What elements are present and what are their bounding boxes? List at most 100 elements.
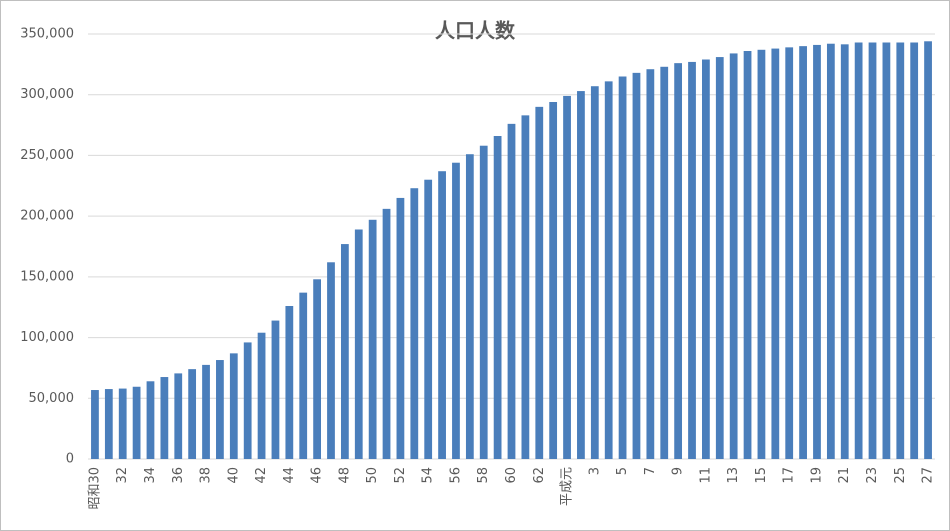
bar bbox=[813, 44, 821, 460]
x-tick-label: 27 bbox=[921, 467, 936, 484]
bar bbox=[757, 49, 766, 460]
bar bbox=[104, 389, 113, 459]
bar bbox=[535, 106, 544, 459]
x-tick-label: 15 bbox=[754, 467, 769, 484]
x-tick-label: 9 bbox=[671, 467, 686, 475]
bar bbox=[604, 81, 613, 459]
y-tick-label: 150,000 bbox=[20, 269, 74, 284]
bar bbox=[229, 353, 238, 459]
bar bbox=[549, 102, 558, 459]
bar bbox=[174, 373, 183, 459]
bar bbox=[340, 244, 349, 459]
bar bbox=[771, 48, 780, 459]
bar bbox=[132, 386, 141, 459]
bar bbox=[618, 76, 627, 459]
bar bbox=[826, 43, 835, 459]
x-tick-label: 25 bbox=[893, 467, 908, 484]
y-tick-label: 250,000 bbox=[20, 148, 74, 163]
x-tick-label: 13 bbox=[726, 467, 741, 484]
bar bbox=[715, 57, 724, 459]
x-tick-label: 23 bbox=[865, 467, 880, 484]
bar bbox=[743, 51, 752, 459]
x-tick-label: 11 bbox=[698, 467, 713, 484]
bar bbox=[868, 42, 877, 459]
y-tick-label: 300,000 bbox=[20, 87, 74, 102]
bar bbox=[646, 69, 655, 459]
bar bbox=[563, 95, 571, 459]
bar bbox=[257, 332, 266, 459]
bar bbox=[327, 262, 335, 459]
x-tick-label: 38 bbox=[199, 467, 214, 484]
bar bbox=[507, 123, 516, 459]
bar bbox=[729, 53, 738, 460]
x-tick-label: 3 bbox=[587, 467, 602, 475]
bar bbox=[924, 41, 932, 460]
x-tick-label: 56 bbox=[448, 467, 463, 484]
bar bbox=[702, 59, 710, 459]
bar bbox=[799, 46, 807, 460]
bar bbox=[896, 42, 905, 459]
x-tick-label: 7 bbox=[643, 467, 658, 475]
y-tick-label: 350,000 bbox=[20, 27, 74, 42]
bar bbox=[146, 381, 155, 459]
x-tick-label: 昭和30 bbox=[87, 467, 102, 510]
x-tick-label: 21 bbox=[837, 467, 852, 484]
x-tick-label: 平成元 bbox=[560, 467, 575, 506]
x-tick-label: 32 bbox=[115, 467, 130, 484]
bar bbox=[452, 162, 460, 459]
chart-title: 人口人数 bbox=[435, 19, 516, 43]
bar bbox=[299, 292, 308, 459]
x-tick-label: 36 bbox=[171, 467, 186, 484]
bar bbox=[632, 72, 641, 459]
bar bbox=[91, 390, 99, 459]
bar bbox=[577, 91, 585, 460]
x-tick-label: 19 bbox=[809, 467, 824, 484]
bar bbox=[285, 306, 294, 459]
y-tick-label: 200,000 bbox=[20, 209, 74, 224]
bar bbox=[840, 44, 849, 459]
x-tick-label: 46 bbox=[310, 467, 325, 484]
bar bbox=[188, 369, 197, 459]
bar bbox=[202, 364, 210, 459]
bar bbox=[854, 42, 863, 459]
bar bbox=[410, 188, 419, 459]
bar bbox=[243, 342, 252, 459]
y-tick-label: 0 bbox=[66, 452, 74, 467]
bar bbox=[216, 360, 224, 459]
bar bbox=[910, 42, 919, 459]
x-tick-label: 34 bbox=[143, 467, 158, 484]
bar bbox=[660, 66, 669, 460]
x-tick-label: 60 bbox=[504, 467, 519, 484]
bar bbox=[313, 279, 321, 459]
x-tick-label: 5 bbox=[615, 467, 630, 475]
bar bbox=[424, 179, 433, 459]
bar bbox=[479, 145, 488, 459]
bar bbox=[465, 154, 474, 459]
bar bbox=[882, 42, 891, 459]
bar bbox=[160, 377, 169, 459]
x-tick-label: 48 bbox=[337, 467, 352, 484]
x-tick-label: 50 bbox=[365, 467, 380, 484]
bar bbox=[688, 61, 696, 460]
bar bbox=[396, 197, 405, 459]
x-tick-label: 54 bbox=[421, 467, 436, 484]
bar bbox=[590, 86, 599, 459]
bar bbox=[368, 219, 377, 459]
x-tick-label: 17 bbox=[782, 467, 797, 484]
bar bbox=[785, 47, 794, 459]
x-tick-label: 62 bbox=[532, 467, 547, 484]
x-tick-label: 40 bbox=[226, 467, 241, 484]
bar bbox=[674, 63, 683, 460]
x-tick-label: 52 bbox=[393, 467, 408, 484]
bar bbox=[493, 136, 502, 459]
y-tick-label: 100,000 bbox=[20, 330, 74, 345]
bar bbox=[382, 208, 391, 459]
bar bbox=[521, 115, 530, 459]
bar bbox=[354, 229, 363, 459]
x-tick-label: 44 bbox=[282, 467, 297, 484]
x-tick-label: 58 bbox=[476, 467, 491, 484]
bar bbox=[438, 171, 446, 459]
bar bbox=[118, 388, 127, 459]
